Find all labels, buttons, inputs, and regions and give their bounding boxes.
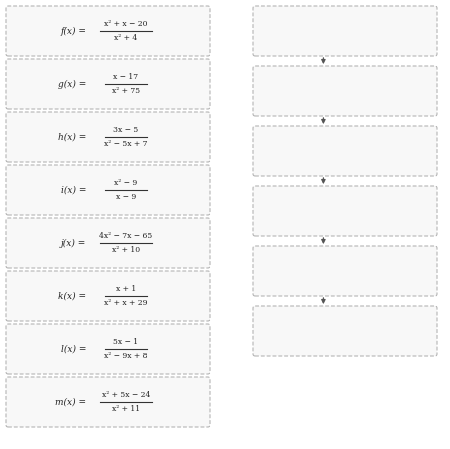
FancyBboxPatch shape [6,324,210,374]
Text: x² + 5x − 24: x² + 5x − 24 [102,391,150,399]
Text: j(x) =: j(x) = [61,238,86,247]
Text: x² + x − 20: x² + x − 20 [104,20,148,28]
FancyBboxPatch shape [6,218,210,268]
FancyBboxPatch shape [6,165,210,215]
Text: 3x − 5: 3x − 5 [113,126,139,134]
FancyBboxPatch shape [6,271,210,321]
FancyBboxPatch shape [6,377,210,427]
Text: x² − 5x + 7: x² − 5x + 7 [104,140,148,148]
FancyBboxPatch shape [6,6,210,56]
Text: x² + 11: x² + 11 [112,405,140,413]
Text: 5x − 1: 5x − 1 [113,338,139,346]
Text: k(x) =: k(x) = [58,291,86,300]
Text: i(x) =: i(x) = [61,185,86,194]
Text: x − 17: x − 17 [113,73,139,81]
Text: x² + 10: x² + 10 [112,246,140,254]
FancyBboxPatch shape [253,66,437,116]
Text: x² + 75: x² + 75 [112,87,140,95]
Text: x + 1: x + 1 [116,285,136,293]
Text: h(x) =: h(x) = [58,132,86,141]
Text: x² − 9: x² − 9 [114,179,138,187]
Text: 4x² − 7x − 65: 4x² − 7x − 65 [99,232,153,240]
FancyBboxPatch shape [253,126,437,176]
FancyBboxPatch shape [253,306,437,356]
FancyBboxPatch shape [253,6,437,56]
FancyBboxPatch shape [253,186,437,236]
FancyBboxPatch shape [6,59,210,109]
Text: x² + x + 29: x² + x + 29 [104,299,148,307]
Text: f(x) =: f(x) = [60,26,86,35]
Text: m(x) =: m(x) = [55,397,86,406]
Text: x² − 9x + 8: x² − 9x + 8 [104,352,148,360]
Text: l(x) =: l(x) = [61,344,86,353]
Text: x² + 4: x² + 4 [114,34,138,42]
FancyBboxPatch shape [6,112,210,162]
FancyBboxPatch shape [253,246,437,296]
Text: x − 9: x − 9 [116,193,136,201]
Text: g(x) =: g(x) = [58,79,86,88]
